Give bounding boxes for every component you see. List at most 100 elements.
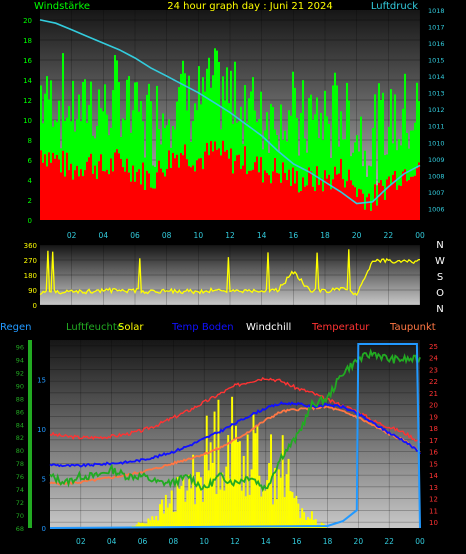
temperature-tick-label: 15 [429, 460, 438, 468]
compass-direction-label: N [436, 240, 443, 251]
wind-gust-bar [386, 154, 388, 180]
wind-x-tick-label: 12 [225, 231, 235, 240]
wind-average-bar [218, 148, 220, 220]
wind-gust-bar [382, 92, 384, 186]
wind-tick-label: 8 [28, 137, 32, 145]
wind-average-bar [146, 170, 148, 220]
temperature-x-tick-label: 00 [415, 537, 425, 546]
solar-bar [235, 425, 237, 528]
solar-bar [172, 511, 175, 528]
wind-average-bar [412, 176, 414, 220]
wind-average-bar [314, 191, 316, 220]
wind-average-bar [118, 153, 120, 220]
solar-bar [147, 518, 150, 528]
wind-average-bar [40, 150, 42, 220]
solar-bar [227, 435, 230, 528]
wind-average-bar [364, 209, 366, 220]
wind-average-bar [248, 170, 250, 220]
wind-gust-bar [132, 110, 134, 166]
wind-average-bar [78, 176, 80, 220]
wind-gust-bar [384, 155, 386, 200]
wind-average-bar [298, 192, 300, 220]
wind-average-bar [102, 171, 104, 220]
solar-bar [299, 518, 302, 528]
wind-gust-bar [370, 166, 372, 211]
wind-average-bar [348, 169, 350, 220]
wind-average-bar [134, 181, 136, 220]
wind-average-bar [64, 176, 66, 220]
wind-gust-bar [394, 94, 396, 171]
wind-gust-bar [80, 121, 82, 170]
rain-tick-label: 0 [42, 525, 46, 533]
solar-bar [143, 523, 146, 528]
wind-tick-label: 16 [23, 57, 32, 65]
wind-gust-bar [360, 116, 362, 190]
wind-average-bar [156, 172, 158, 220]
wind-average-bar [386, 179, 388, 220]
rain-tick-label: 5 [42, 476, 46, 484]
legend-item: Regen [0, 322, 32, 333]
solar-bar [266, 480, 269, 528]
wind-gust-bar [106, 114, 108, 170]
solar-bar [153, 519, 156, 528]
solar-bar [188, 474, 191, 528]
wind-gust-bar [170, 147, 172, 168]
wind-average-bar [200, 158, 202, 220]
wind-average-bar [112, 171, 114, 220]
wind-gust-bar [252, 77, 254, 170]
solar-bar [180, 485, 183, 528]
wind-average-bar [50, 162, 52, 220]
temperature-x-tick-label: 08 [169, 537, 179, 546]
wind-gust-bar [262, 149, 264, 183]
wind-gust-bar [216, 50, 218, 150]
wind-gust-bar [390, 89, 392, 185]
wind-gust-bar [326, 116, 328, 179]
solar-bar [289, 490, 292, 528]
wind-average-bar [300, 190, 302, 220]
pressure-tick-label: 1016 [428, 40, 445, 48]
wind-x-tick-label: 06 [130, 231, 140, 240]
wind-average-bar [190, 167, 192, 220]
wind-average-bar [194, 171, 196, 220]
wind-gust-bar [146, 94, 148, 171]
wind-gust-bar [414, 122, 416, 176]
wind-average-bar [56, 154, 58, 220]
wind-average-bar [232, 173, 234, 220]
legend-item: Temp Boden [171, 322, 234, 333]
wind-average-bar [220, 155, 222, 220]
wind-gust-bar [164, 127, 166, 177]
wind-gust-bar [58, 100, 60, 160]
wind-average-bar [344, 187, 346, 220]
humidity-tick-label: 72 [16, 499, 24, 507]
solar-bar [246, 434, 249, 528]
wind-average-bar [188, 166, 190, 220]
wind-average-bar [182, 155, 184, 220]
temperature-tick-label: 18 [429, 425, 438, 433]
wind-gust-bar [204, 91, 206, 152]
wind-average-bar [230, 148, 232, 220]
wind-gust-bar [88, 105, 90, 158]
temperature-tick-label: 10 [429, 519, 438, 527]
solar-bar [297, 503, 300, 528]
wind-average-bar [136, 171, 138, 220]
wind-gust-bar [254, 110, 256, 163]
wind-gust-bar [84, 79, 86, 171]
wind-gust-bar [332, 85, 334, 180]
wind-gust-bar [232, 123, 234, 174]
wind-gust-bar [290, 115, 292, 186]
wind-gust-bar [374, 94, 376, 185]
wind-average-bar [178, 167, 180, 220]
solar-bar [293, 498, 296, 528]
solar-bar [279, 477, 282, 528]
wind-average-bar [208, 155, 210, 220]
wind-gust-bar [148, 83, 150, 174]
wind-average-bar [320, 178, 322, 220]
wind-gust-bar [108, 135, 110, 175]
wind-average-bar [318, 184, 320, 220]
temperature-x-tick-label: 02 [76, 537, 86, 546]
wind-average-bar [338, 173, 340, 220]
wind-average-bar [104, 171, 106, 220]
solar-bar [219, 489, 222, 528]
wind-average-bar [312, 186, 314, 220]
